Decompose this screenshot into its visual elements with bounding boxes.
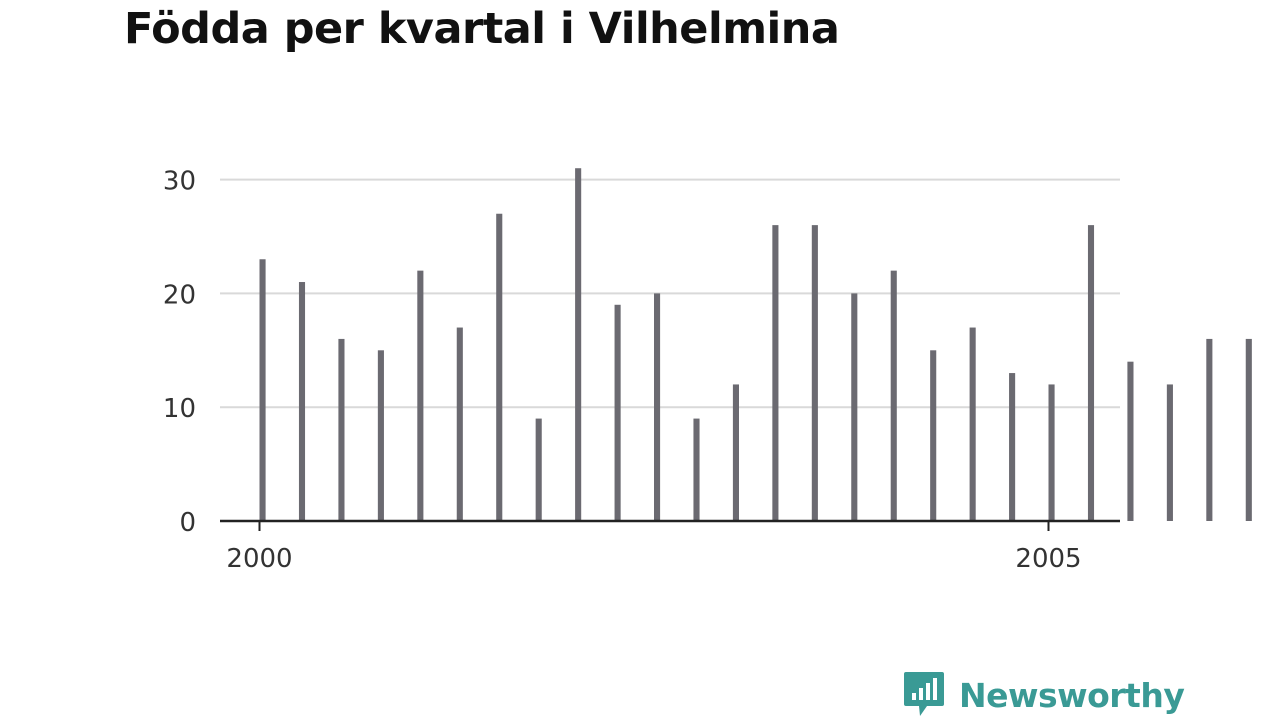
bar-2004-q1 — [890, 270, 897, 521]
bar-2003-q3 — [811, 225, 818, 521]
y-tick-30: 30 — [163, 167, 196, 197]
bar-2005-q3 — [1127, 361, 1134, 521]
bar-2004-q3 — [969, 327, 976, 521]
bar-2002-q2 — [614, 304, 621, 521]
bar-2001-q2 — [456, 327, 463, 521]
x-tick-2005: 2005 — [1015, 544, 1081, 574]
bar-2002-q1 — [575, 168, 582, 521]
bar-2005-q2 — [1087, 225, 1095, 521]
x-tick-2000: 2000 — [226, 544, 292, 574]
bar-2002-q4 — [693, 418, 700, 521]
bar-2005-q4 — [1166, 384, 1173, 521]
bar-2006-q2 — [1245, 338, 1252, 521]
bar-2003-q4 — [851, 293, 858, 521]
y-tick-labels: 0 10 20 30 — [163, 167, 196, 538]
bar-2003-q1 — [732, 384, 739, 521]
newsworthy-logo-icon — [904, 672, 944, 716]
bar-2004-q4 — [1009, 373, 1016, 521]
bar-2003-q2 — [772, 225, 779, 521]
newsworthy-logo: Newsworthy — [903, 670, 1185, 720]
bar-2000-q4 — [377, 350, 384, 521]
bar-2004-q2 — [930, 350, 937, 521]
y-tick-0: 0 — [179, 508, 196, 538]
bar-2000-q2 — [298, 282, 306, 521]
bar-2000-q1 — [259, 259, 266, 521]
bar-2001-q4 — [535, 418, 542, 521]
gridlines — [220, 178, 1120, 409]
y-tick-20: 20 — [163, 280, 196, 310]
bar-2001-q3 — [496, 213, 503, 522]
y-tick-10: 10 — [163, 394, 196, 424]
bar-2001-q1 — [417, 270, 424, 521]
chart-title: Födda per kvartal i Vilhelmina — [124, 4, 840, 54]
bar-2000-q3 — [338, 338, 345, 521]
bar-2002-q3 — [654, 293, 661, 521]
brand-name: Newsworthy — [959, 675, 1185, 715]
bar-2005-q1 — [1048, 384, 1055, 521]
x-tick-labels: 200020052010201520202025 — [226, 521, 1082, 574]
bars — [259, 168, 1252, 522]
bar-2006-q1 — [1206, 338, 1213, 521]
